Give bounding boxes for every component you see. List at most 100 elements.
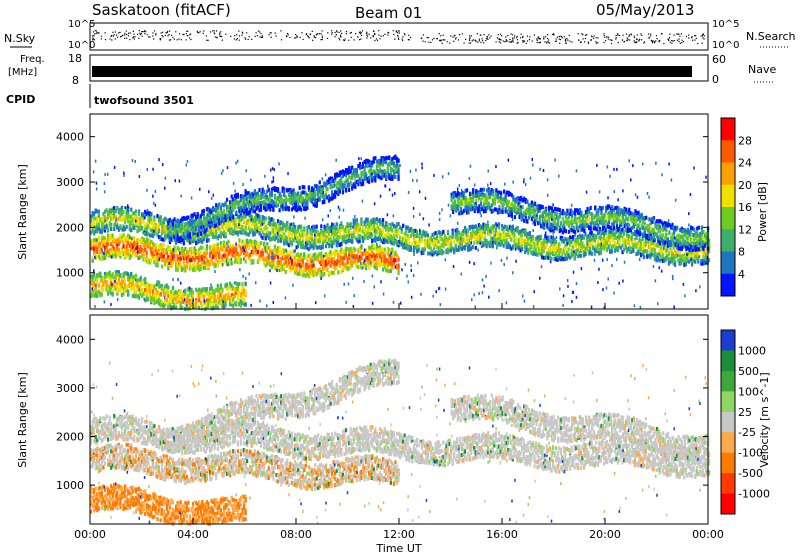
nsky-point [348,40,349,41]
range-cell [113,227,115,231]
range-cell [300,253,302,257]
range-cell [442,251,444,255]
nsky-point [638,40,639,41]
range-cell [319,268,321,272]
nsky-point [275,33,276,34]
range-cell [200,218,202,222]
nsky-point [174,39,175,40]
nsky-point [683,41,684,42]
range-cell [666,248,668,252]
nsky-point [617,33,618,34]
range-cell [632,248,634,252]
nsky-point [702,37,703,38]
nsky-point [559,36,560,37]
nsky-point [547,38,548,39]
nsky-point [447,41,448,42]
range-cell [160,216,162,220]
nsky-point [668,40,669,41]
range-cell [278,246,280,250]
nsky-point [105,32,106,33]
nsky-point [548,42,549,43]
nsky-point [239,35,240,36]
range-cell [337,270,339,274]
nsky-point [553,34,554,35]
nsky-point [516,36,517,37]
nsky-point [216,37,217,38]
nsky-point [327,38,328,39]
nsky-point [641,39,642,40]
nsky-point [626,33,627,34]
range-cell [600,251,602,255]
nsky-point [270,32,271,33]
range-cell [484,234,486,238]
nsky-point [487,36,488,37]
nsky-point [312,31,313,32]
nsky-point [134,38,135,39]
nsky-point [118,32,119,33]
range-cell [354,248,356,252]
nsky-point [222,40,223,41]
nsky-point [425,41,426,42]
nsky-point [497,37,498,38]
freq-label-1: Freq. [20,54,45,65]
range-cell [555,240,557,244]
nsky-point [117,37,118,38]
nsky-point [676,33,677,34]
nsky-point [511,33,512,34]
nsky-point [314,37,315,38]
range-cell [397,229,399,233]
nsky-point [155,34,156,35]
range-cell [98,236,100,240]
nsky-point [615,38,616,39]
nsky-point [692,40,693,41]
nsky-point [578,39,579,40]
nsky-point [452,37,453,38]
nsky-point [387,32,388,33]
range-cell [646,249,648,253]
nsky-point [408,39,409,40]
range-cell [303,252,305,256]
range-cell [206,251,208,255]
beam-title: Beam 01 [355,4,422,22]
nsky-point [397,35,398,36]
nsky-point [374,40,375,41]
nsky-point [560,39,561,40]
nsky-point [208,40,209,41]
nsky-point [346,33,347,34]
range-cell [512,225,514,229]
nsky-point [402,36,403,37]
nsky-point [215,36,216,37]
nsky-point [596,37,597,38]
nsky-point [111,39,112,40]
nsky-point [383,35,384,36]
nsky-point [295,37,296,38]
range-cell [591,252,593,256]
nsky-point [677,40,678,41]
nsky-point [500,39,501,40]
nsky-point [623,41,624,42]
range-cell [155,243,157,247]
nsky-point [512,41,513,42]
nsky-point [462,33,463,34]
nave-label: Nave [748,63,776,76]
nsky-point [691,37,692,38]
range-cell [397,263,399,267]
nsky-point [351,37,352,38]
nsky-point [340,35,341,36]
range-cell [360,244,362,248]
nsky-point [373,35,374,36]
range-cell [209,262,211,266]
nsky-point [142,31,143,32]
nsky-point [661,33,662,34]
nsky-point [540,42,541,43]
nsky-point [481,38,482,39]
nsky-point [630,34,631,35]
nsky-point [350,33,351,34]
nsky-point [248,39,249,40]
nsky-point [314,35,315,36]
nsky-point [619,35,620,36]
nsky-point [432,39,433,40]
date-title: 05/May/2013 [596,1,694,19]
range-cell [521,247,523,251]
nsky-point [585,35,586,36]
